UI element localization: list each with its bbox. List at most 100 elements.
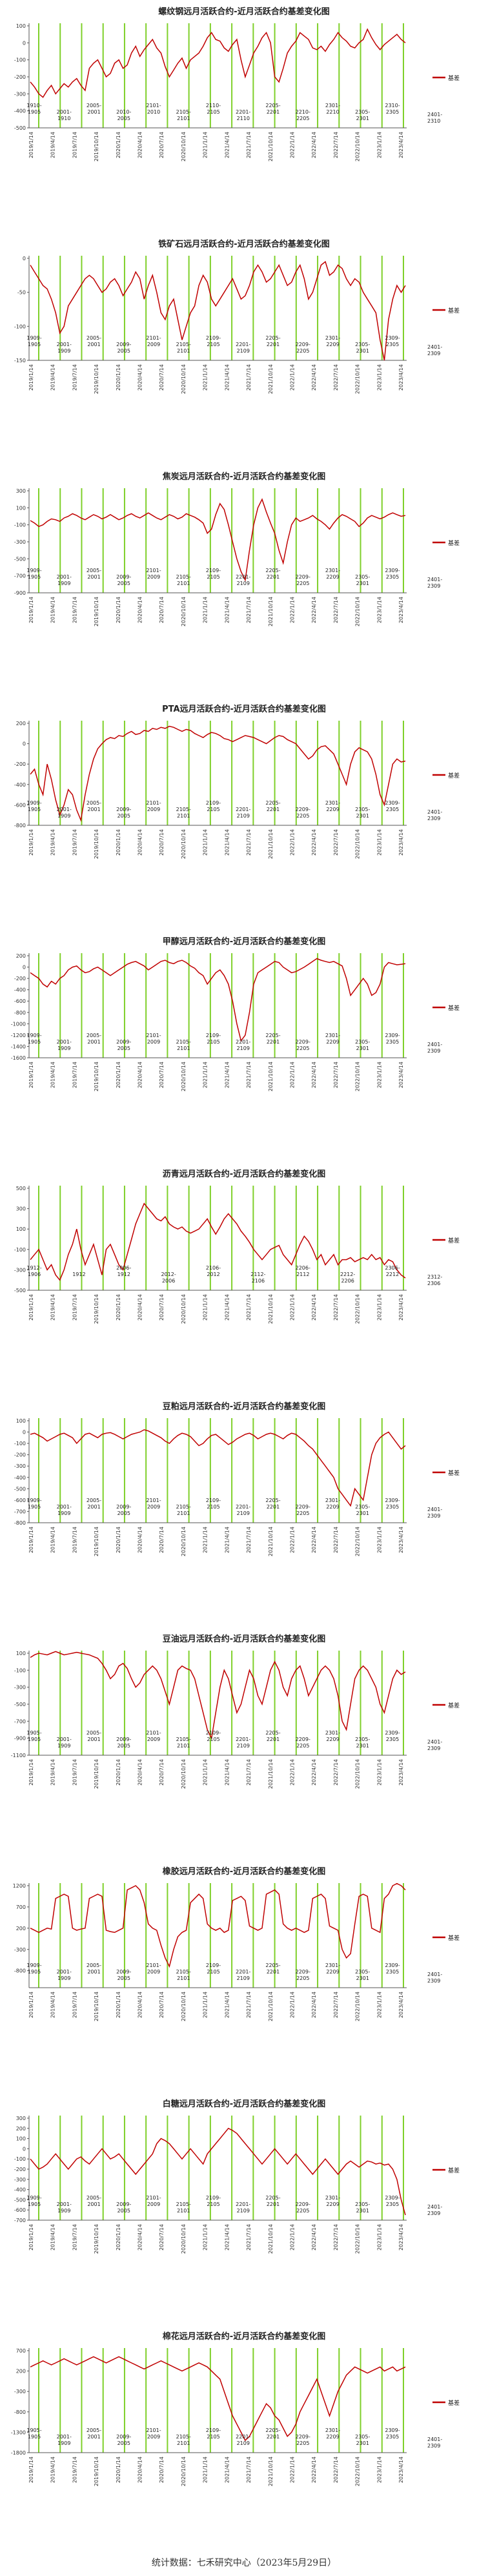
x-tick-label: 2022/10/14 <box>355 2224 361 2254</box>
x-tick-label: 2020/10/14 <box>181 597 187 626</box>
period-label: 2205-2201 <box>265 1730 280 1742</box>
chart-title: 豆粕远月活跃合约-近月活跃合约基差变化图 <box>163 1401 325 1412</box>
period-label: 2209-2205 <box>296 2434 310 2446</box>
period-label: 2112-2106 <box>250 1272 265 1284</box>
x-tick-label: 2022/1/14 <box>289 1992 295 2018</box>
period-label: 2105-2101 <box>176 807 191 819</box>
x-tick-label: 2019/1/14 <box>28 2224 34 2251</box>
x-tick-label: 2019/1/14 <box>28 2457 34 2483</box>
x-tick-label: 2022/4/14 <box>311 132 317 158</box>
x-tick-label: 2020/1/14 <box>116 1992 121 2018</box>
period-label: 2105-2101 <box>176 1736 191 1749</box>
y-tick-label: -200 <box>14 2167 26 2172</box>
x-tick-label: 2023/4/14 <box>398 2457 404 2483</box>
x-tick-label: 2020/7/14 <box>159 1759 165 1786</box>
x-tick-label: 2019/1/14 <box>28 597 34 623</box>
x-tick-label: 2021/10/14 <box>268 2457 274 2486</box>
period-label: 2009-2005 <box>116 574 131 586</box>
x-tick-label: 2022/7/14 <box>333 132 339 158</box>
x-tick-label: 2022/7/14 <box>333 1527 339 1553</box>
period-label: 2309-2305 <box>385 800 400 812</box>
period-label: 2309-2305 <box>385 2427 400 2440</box>
y-tick-label: -300 <box>14 2389 26 2395</box>
x-tick-label: 2021/1/14 <box>203 2224 208 2251</box>
x-tick-label: 2021/4/14 <box>224 2457 230 2483</box>
y-tick-label: -600 <box>14 802 26 808</box>
x-tick-label: 2022/10/14 <box>355 1759 361 1789</box>
period-label: 2212-2206 <box>340 1272 355 1284</box>
y-tick-label: -700 <box>14 1718 26 1724</box>
x-tick-label: 2020/4/14 <box>137 132 143 158</box>
legend-label: 基差 <box>448 1469 460 1477</box>
y-tick-label: -800 <box>14 823 26 829</box>
series-line <box>30 28 406 98</box>
x-tick-label: 2022/7/14 <box>333 1294 339 1321</box>
x-tick-label: 2021/1/14 <box>203 1759 208 1786</box>
x-tick-label: 2020/10/14 <box>181 132 187 161</box>
x-tick-label: 2019/4/14 <box>50 1992 56 2018</box>
x-tick-label: 2022/1/14 <box>289 1759 295 1786</box>
period-label: 2109-2105 <box>206 1033 221 1045</box>
y-tick-label: -150 <box>14 358 26 364</box>
y-tick-label: -600 <box>14 1498 26 1503</box>
period-label: 2009-2005 <box>116 1039 131 1051</box>
period-label: 2005-2001 <box>86 1963 101 1975</box>
x-tick-label: 2021/10/14 <box>268 2224 274 2254</box>
period-label: 2201-2109 <box>236 2201 250 2214</box>
x-tick-label: 2019/10/14 <box>94 1294 99 1324</box>
x-tick-label: 2020/4/14 <box>137 2457 143 2483</box>
y-tick-label: -100 <box>14 2156 26 2162</box>
period-label: 2009-2005 <box>116 807 131 819</box>
x-tick-label: 2020/7/14 <box>159 1062 165 1088</box>
period-label: 2201-2110 <box>236 109 250 121</box>
x-tick-label: 2020/10/14 <box>181 829 187 859</box>
chart-panel: 铁矿石远月活跃合约-近月活跃合约基差变化图 0 -50 -100 -150 1909-19… <box>14 239 460 394</box>
y-tick-label: -500 <box>14 1486 26 1492</box>
x-tick-label: 2023/1/14 <box>376 829 382 856</box>
y-tick-label: -1600 <box>11 1055 26 1061</box>
x-tick-label: 2022/1/14 <box>289 597 295 623</box>
period-label: 2101-2009 <box>146 1730 161 1742</box>
x-tick-label: 2021/10/14 <box>268 1294 274 1324</box>
x-tick-label: 2020/7/14 <box>159 2224 165 2251</box>
period-label-latest: 2401-2309 <box>427 1739 442 1751</box>
period-label: 2101-2009 <box>146 1033 161 1045</box>
period-label: 2309-2305 <box>385 2195 400 2207</box>
period-label: 2205-2201 <box>265 103 280 115</box>
x-tick-label: 2020/7/14 <box>159 1527 165 1553</box>
period-label: 2001-1910 <box>57 109 72 121</box>
period-label: 2105-2101 <box>176 342 191 354</box>
period-label: 2309-2305 <box>385 1963 400 1975</box>
y-tick-label: -400 <box>14 782 26 788</box>
x-tick-label: 2020/4/14 <box>137 1294 143 1321</box>
period-label: 2105-2101 <box>176 109 191 121</box>
x-tick-label: 2020/4/14 <box>137 597 143 623</box>
period-label: 2201-2109 <box>236 807 250 819</box>
x-tick-label: 2023/4/14 <box>398 1294 404 1321</box>
period-label: 1909-1905 <box>26 1033 41 1045</box>
y-tick-label: -300 <box>14 1267 26 1273</box>
x-tick-label: 2022/7/14 <box>333 364 339 391</box>
x-tick-label: 2021/1/14 <box>203 1062 208 1088</box>
x-tick-label: 2021/7/14 <box>246 132 252 158</box>
x-tick-label: 2021/1/14 <box>203 132 208 158</box>
period-label: 2309-2305 <box>385 1498 400 1510</box>
x-tick-label: 2021/7/14 <box>246 1294 252 1321</box>
y-tick-label: -1200 <box>11 1033 26 1038</box>
period-label: 2109-2105 <box>206 2195 221 2207</box>
x-tick-label: 2021/10/14 <box>268 829 274 859</box>
x-tick-label: 2022/4/14 <box>311 364 317 391</box>
period-label: 2205-2201 <box>265 2427 280 2440</box>
chart-title: 豆油远月活跃合约-近月活跃合约基差变化图 <box>163 1634 325 1644</box>
period-label: 2109-2105 <box>206 800 221 812</box>
series-line <box>30 1651 406 1740</box>
y-tick-label: -300 <box>14 2177 26 2183</box>
x-tick-label: 2019/10/14 <box>94 1992 99 2021</box>
y-tick-label: -300 <box>14 1685 26 1691</box>
period-label: 2109-2105 <box>206 1498 221 1510</box>
period-label: 2205-2201 <box>265 335 280 347</box>
series-line <box>30 725 406 822</box>
x-tick-label: 2019/4/14 <box>50 1759 56 1786</box>
period-label: 2205-2201 <box>265 2195 280 2207</box>
